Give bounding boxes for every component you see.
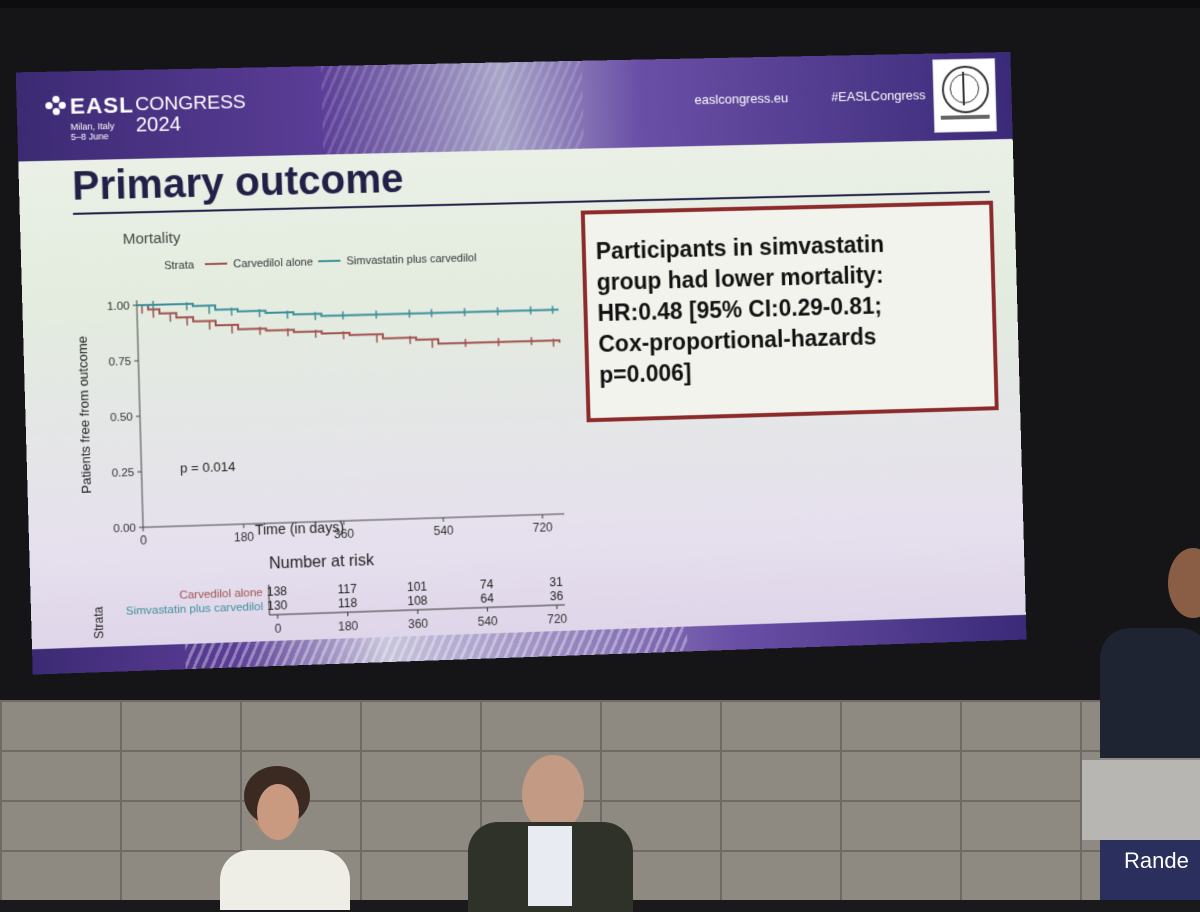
presentation-slide: EASL CONGRESS Milan, Italy 5–8 June 2024… [16,52,1027,675]
plot-area: 0.000.250.500.751.000180360540720 [107,289,565,548]
logo-location: Milan, Italy 5–8 June [70,121,132,143]
y-axis-line [137,300,143,527]
slide-title: Primary outcome [72,157,404,210]
risk-x-tick-label: 0 [274,622,281,636]
risk-x-tick-label: 540 [478,614,499,629]
legend-item-simvastatin: Simvastatin plus carvedilol [318,252,477,268]
series-line-carvedilol [137,294,560,354]
chart-title: Mortality [122,230,181,248]
hashtag-text: #EASLCongress [831,87,926,104]
risk-count: 36 [550,589,564,603]
logo-year: 2024 [136,113,182,137]
risk-count: 108 [407,594,428,609]
legend-swatch-simvastatin [318,261,340,262]
institute-emblem-icon [932,58,997,133]
logo-easl: EASL [70,92,135,120]
x-tick-label: 540 [433,523,454,538]
x-axis-line [143,514,564,527]
series-line-simvastatin [137,294,559,321]
risk-count: 118 [338,596,358,611]
legend-swatch-carvedilol [205,264,227,265]
panelist-left-body [220,850,350,910]
risk-x-tick-label: 720 [547,612,568,627]
risk-count: 64 [480,591,494,605]
speaker-body [1100,628,1200,758]
website-text: easlcongress.eu [694,90,788,107]
x-tick-label: 0 [140,533,147,547]
logo-congress: CONGRESS [135,92,246,117]
risk-row-label-simvastatin: Simvastatin plus carvedilol [126,601,264,618]
podium [1082,760,1200,840]
y-tick-label: 0.75 [108,356,131,369]
legend-item-carvedilol: Carvedilol alone [205,256,313,271]
risk-count: 130 [267,598,288,613]
risk-count: 101 [407,579,428,594]
logo-bubbles-icon [45,96,68,117]
x-tick-label: 180 [234,530,255,545]
legend-label-simvastatin: Simvastatin plus carvedilol [346,252,476,267]
risk-count: 31 [549,575,563,589]
y-tick-label: 0.25 [111,467,134,480]
risk-x-tick-label: 180 [338,619,359,634]
result-callout: Participants in simvastatin group had lo… [581,201,999,423]
kaplan-meier-chart: Mortality Strata Carvedilol alone Simvas… [51,209,588,646]
podium-sign: Rande [1100,840,1200,900]
panelist-left-face [257,784,299,840]
slide-banner: EASL CONGRESS Milan, Italy 5–8 June 2024… [16,52,1013,162]
risk-row-label-carvedilol: Carvedilol alone [179,587,263,602]
risk-count: 74 [480,577,494,591]
risk-x-tick-label: 360 [408,617,429,632]
legend-title: Strata [164,259,195,272]
y-tick-label: 0.50 [110,412,133,425]
y-tick-label: 1.00 [107,300,130,313]
x-tick-label: 720 [532,520,553,535]
y-axis-label: Patients free from outcome [74,336,94,494]
y-tick-label: 0.00 [113,523,136,536]
banner-links: easlcongress.eu #EASLCongress [655,87,926,108]
risk-table-title: Number at risk [269,551,375,572]
banner-decoration [321,61,584,155]
risk-count: 117 [337,582,357,597]
risk-table: 138117101743113011810864360180360540720 [267,575,568,636]
panelist-center-shirt [528,826,572,906]
location-dates: 5–8 June [71,131,133,142]
risk-strata-label: Strata [91,606,106,639]
risk-count: 138 [267,584,288,599]
x-axis-label: Time (in days) [255,519,344,538]
legend-label-carvedilol: Carvedilol alone [233,256,313,270]
p-value-annotation: p = 0.014 [180,459,236,476]
